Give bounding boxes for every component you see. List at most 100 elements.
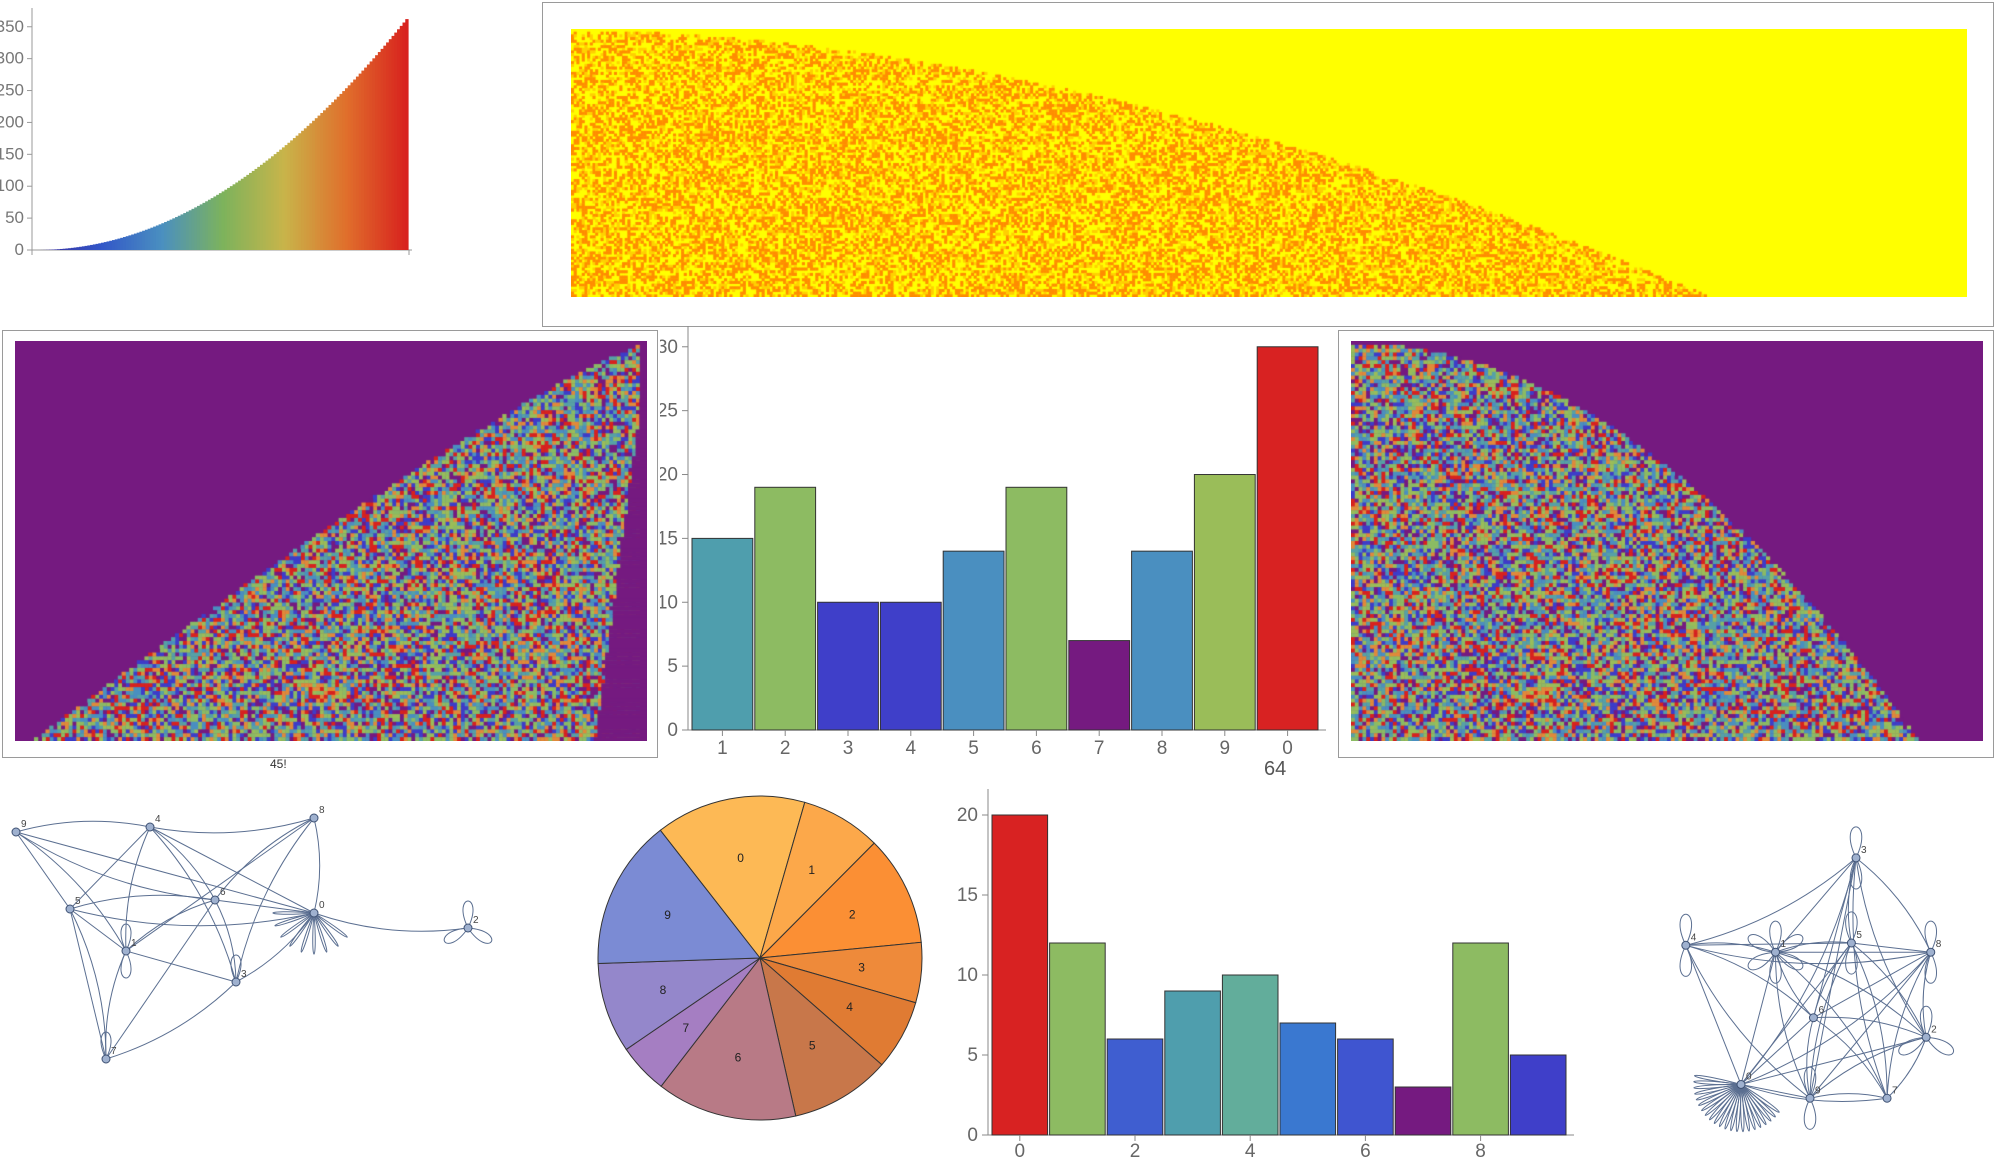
bar-y-tick-label: 15 (957, 885, 978, 906)
staircase-step (147, 228, 151, 250)
bar-x-tick-label: 2 (1130, 1141, 1141, 1162)
graph-edge (1740, 952, 1776, 1085)
staircase-step (136, 232, 141, 250)
graph-edge (69, 894, 216, 910)
pie-slice-label: 2 (849, 907, 856, 921)
staircase-step (270, 156, 275, 250)
bar-2 (1106, 1038, 1164, 1136)
staircase-step (57, 249, 61, 250)
staircase-step (216, 194, 220, 250)
staircase-step (224, 189, 228, 250)
graph-loop (1898, 1036, 1927, 1056)
graph-node-9 (11, 827, 21, 837)
bar-3 (1164, 990, 1221, 1136)
staircase-step (397, 29, 401, 251)
staircase-step (290, 140, 294, 250)
staircase-step (128, 235, 132, 250)
graph-edge (1813, 1017, 1888, 1099)
staircase-step (188, 210, 193, 250)
staircase-step (399, 25, 404, 250)
bar-x-tick-label: 0 (1015, 1141, 1026, 1162)
graph-node-label: 1 (1781, 939, 1787, 950)
staircase-step (196, 205, 201, 250)
right-wedge-heatmap (1338, 330, 1994, 758)
graph-loop (120, 923, 132, 952)
graph-node-4 (1681, 940, 1691, 950)
graph-node-5 (1846, 938, 1856, 948)
staircase-step (221, 191, 225, 250)
graph-node-6 (1808, 1013, 1818, 1023)
graph-node-3 (1851, 853, 1861, 863)
pie-slice-label: 0 (737, 851, 744, 865)
graph-loop (1924, 920, 1937, 953)
bar-x-tick-label: 9 (1220, 738, 1231, 759)
graph-edge (214, 899, 237, 983)
graph-edge (1740, 1036, 1927, 1085)
bar-y-tick-label: 10 (957, 965, 978, 986)
staircase-step (314, 118, 319, 251)
staircase-step (260, 164, 264, 250)
staircase-step (169, 219, 173, 250)
graph-node-4 (145, 822, 155, 832)
graph-edge (15, 831, 315, 914)
staircase-step (213, 196, 217, 250)
graph-node-label: 3 (241, 969, 247, 980)
staircase-step (276, 151, 280, 250)
graph-edge (1740, 942, 1852, 1085)
graph-loop (443, 927, 469, 944)
staircase-step (298, 133, 302, 250)
pie-slice-0 (659, 795, 806, 960)
staircase-step (383, 45, 387, 251)
graph-node-label: 1 (131, 938, 137, 949)
graph-edge (1685, 945, 1811, 1099)
graph-node-label: 9 (21, 819, 27, 830)
staircase-step (166, 220, 171, 250)
bar-8 (1131, 550, 1193, 731)
staircase-step (112, 240, 116, 250)
graph-edge (1775, 951, 1927, 1038)
staircase-step (309, 123, 313, 250)
staircase-y-tick-label: 100 (0, 176, 24, 195)
staircase-y-tick-label: 350 (0, 17, 24, 36)
staircase-step (155, 225, 160, 250)
staircase-step (131, 234, 135, 250)
bar-x-tick-label: 3 (843, 738, 854, 759)
pie-slice-6 (660, 956, 797, 1121)
graph-edge (149, 826, 237, 983)
staircase-y-tick-label: 150 (0, 144, 24, 163)
bar-y-tick-label: 0 (667, 720, 678, 741)
graph-edge (1775, 952, 1814, 1019)
staircase-step (336, 96, 341, 250)
bar-7 (1068, 640, 1131, 731)
staircase-step (377, 52, 382, 250)
staircase-y-tick-label: 300 (0, 49, 24, 68)
staircase-step (303, 128, 308, 250)
staircase-step (353, 79, 357, 250)
graph-edge (1774, 952, 1811, 1099)
bar-4 (879, 601, 942, 731)
graph-node-0 (309, 908, 319, 918)
staircase-step (175, 217, 179, 250)
bar-y-tick-label: 0 (967, 1125, 978, 1146)
staircase-step (54, 249, 58, 250)
staircase-step (180, 214, 184, 250)
graph-loop (1679, 913, 1692, 946)
staircase-step (262, 162, 267, 250)
graph-edge (1740, 1017, 1814, 1085)
bar-x-tick-label: 7 (1094, 738, 1105, 759)
staircase-step (120, 237, 124, 250)
bar-x-tick-label: 1 (717, 738, 728, 759)
staircase-step (394, 32, 398, 251)
graph-loop (1747, 934, 1776, 953)
graph-loop (1845, 911, 1858, 944)
staircase-step (295, 135, 299, 250)
graph-loop (313, 912, 348, 938)
network-graph-1-title: 45! (270, 757, 287, 771)
pie-slice-label: 6 (735, 1051, 742, 1065)
bar-x-tick-label: 2 (780, 738, 791, 759)
graph-loop (313, 912, 339, 947)
bar-y-tick-label: 15 (660, 528, 678, 549)
staircase-step (76, 247, 80, 250)
graph-edge (69, 908, 107, 1060)
graph-edge (69, 826, 151, 910)
